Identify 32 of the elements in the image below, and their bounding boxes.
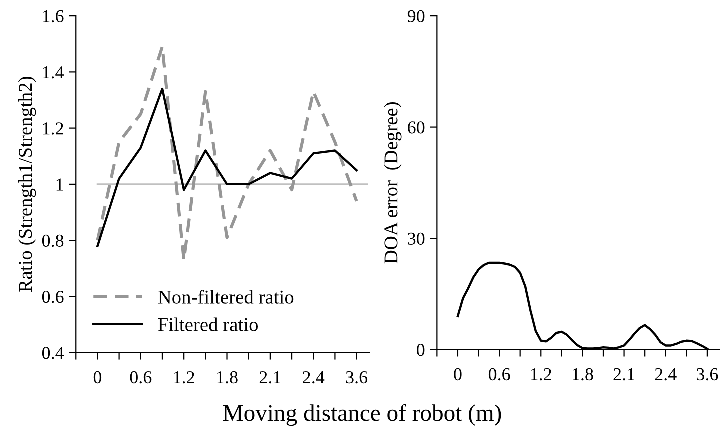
x-tick-label: 0.6: [488, 368, 510, 381]
x-tick-label: 1.2: [531, 368, 552, 381]
x-tick-label: 0: [454, 368, 462, 381]
x-tick-label: 1.8: [218, 371, 238, 384]
x-tick-label: 1.8: [573, 368, 594, 381]
y-axis-title: DOA error (Degree): [384, 102, 402, 264]
y-tick-label: 0.8: [42, 234, 64, 248]
x-tick-label: 1.2: [174, 371, 194, 384]
x-tick-label: 0.6: [130, 371, 152, 384]
y-axis-title: Ratio (Strength1/Strength2): [18, 77, 36, 292]
y-tick-label: 1.2: [43, 122, 64, 135]
x-tick-label: 2.1: [614, 368, 634, 381]
legend-label: Filtered ratio: [158, 318, 258, 332]
y-tick-label: 0.4: [42, 347, 64, 360]
y-tick-label: 60: [408, 122, 425, 134]
x-tick-label: 3.6: [346, 371, 368, 384]
x-tick-label: 2.4: [655, 368, 677, 381]
line-series: [96, 88, 358, 248]
y-tick-label: 1: [56, 178, 64, 191]
x-tick-label: 2.4: [303, 371, 325, 384]
y-tick-label: 30: [408, 232, 425, 245]
x-tick-label: 2.1: [260, 371, 281, 384]
legend-label: Non-filtered ratio: [158, 290, 294, 304]
y-tick-label: 0: [417, 344, 425, 356]
y-tick-label: 90: [408, 10, 425, 22]
line-series: [96, 45, 358, 262]
x-axis-title: Moving distance of robot (m): [224, 404, 502, 426]
y-tick-label: 1.6: [43, 10, 64, 23]
y-tick-label: 0.6: [42, 290, 64, 304]
x-tick-label: 3.6: [697, 368, 718, 381]
x-tick-label: 0: [94, 371, 102, 384]
y-tick-label: 1.4: [43, 66, 64, 79]
